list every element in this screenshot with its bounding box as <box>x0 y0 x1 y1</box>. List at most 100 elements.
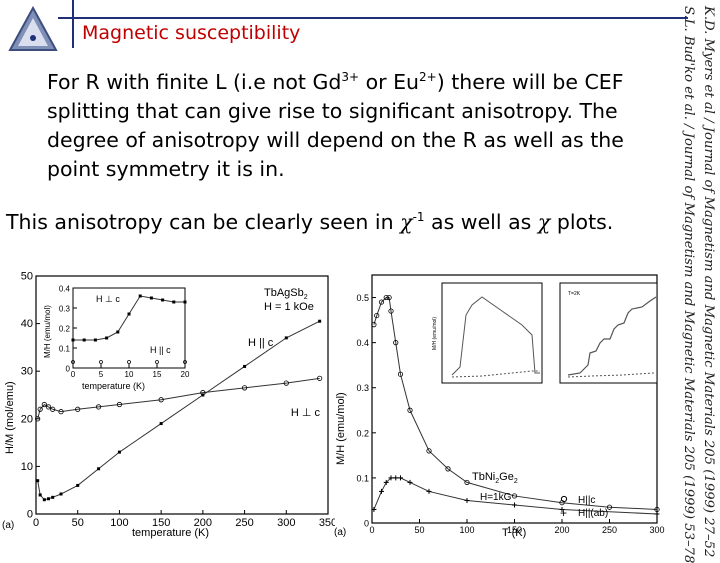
data-point <box>155 360 159 364</box>
data-point <box>82 338 86 342</box>
data-point <box>283 380 289 386</box>
x-tick-label: 100 <box>110 517 128 529</box>
main-plot-frame <box>35 275 329 515</box>
inset-label-perp: H ⊥ c <box>96 294 120 304</box>
left-x-ticks: 0 50 100 150 200 250 300 350 <box>33 510 335 529</box>
x-tick-label: 250 <box>602 525 617 535</box>
university-logo <box>8 6 58 51</box>
x-tick-label: 50 <box>72 517 84 529</box>
data-point <box>654 511 660 517</box>
data-point <box>383 479 389 485</box>
data-point <box>511 493 518 499</box>
data-point <box>371 506 377 512</box>
data-point <box>71 338 75 342</box>
data-point <box>407 407 413 413</box>
panel-label: (a) <box>2 520 14 531</box>
x-tick-label: 200 <box>194 517 212 529</box>
data-point <box>105 336 109 340</box>
data-point <box>95 404 102 410</box>
data-point <box>99 360 103 364</box>
series-line <box>373 297 658 510</box>
data-point <box>426 488 432 494</box>
data-point <box>158 397 164 403</box>
data-point <box>397 371 404 377</box>
panel-label: (a) <box>334 527 346 538</box>
data-point <box>379 488 384 494</box>
inset-m-vs-h: T=2K <box>559 282 658 384</box>
inset-frame <box>72 287 186 369</box>
data-point <box>559 506 565 512</box>
data-point <box>464 497 470 503</box>
data-point <box>393 340 399 346</box>
x-tick-label: 10 <box>125 370 134 379</box>
data-point <box>71 360 75 364</box>
inset-data <box>71 294 187 364</box>
data-point <box>201 393 205 397</box>
series-line <box>373 477 658 515</box>
data-point <box>50 406 56 412</box>
inset-2-frame <box>559 282 658 384</box>
y-tick-label: 0.2 <box>59 325 71 334</box>
data-point <box>75 406 81 412</box>
inset-y-label: M/H (emu/mol) <box>43 305 52 358</box>
right-y-ticks: 0 0.1 0.2 0.3 0.4 0.5 <box>356 293 376 529</box>
field-label: H = 1 kOe <box>264 301 314 313</box>
data-point <box>445 466 451 472</box>
x-tick-label: 250 <box>235 517 253 529</box>
x-tick-label: 350 <box>319 517 335 529</box>
data-point <box>161 298 165 302</box>
y-tick-label: 40 <box>21 318 33 330</box>
data-point <box>37 406 43 412</box>
data-point <box>159 422 163 426</box>
y-tick-label: 0.3 <box>356 383 369 393</box>
x-tick-label: 100 <box>459 525 474 535</box>
y-tick-label: 0.3 <box>59 305 71 314</box>
data-point <box>383 294 389 301</box>
legend-marker-plus: + <box>560 506 567 520</box>
data-point <box>512 502 517 508</box>
label-h-par: H || c <box>248 337 274 349</box>
legend-marker-circle <box>560 495 568 503</box>
inset-2-label: T=2K <box>568 291 581 297</box>
inset-x-ticks: 0 5 10 15 20 <box>71 364 190 379</box>
data-point <box>35 416 41 422</box>
inset-y-ticks: 0 0.1 0.2 0.3 0.4 <box>59 285 77 374</box>
data-point <box>284 336 288 340</box>
data-point <box>426 448 432 454</box>
data-point <box>42 498 46 502</box>
data-point <box>317 375 323 381</box>
x-tick-label: 300 <box>277 517 295 529</box>
y-tick-label: 0.5 <box>356 293 369 303</box>
header-vertical-rule <box>72 0 74 48</box>
x-tick-label: 0 <box>369 525 374 535</box>
label-h-perp: H ⊥ c <box>291 407 321 419</box>
data-point <box>183 300 187 304</box>
data-point <box>116 401 123 408</box>
inset-1-frame <box>441 282 543 384</box>
x-tick-label: 20 <box>181 370 190 379</box>
x-tick-label: 15 <box>153 370 162 379</box>
data-point <box>464 479 470 486</box>
data-point <box>149 296 153 300</box>
data-point <box>93 338 97 342</box>
x-tick-label: 200 <box>554 525 569 535</box>
x-tick-label: 150 <box>507 525 522 535</box>
y-tick-label: 10 <box>21 461 33 473</box>
data-point <box>47 497 51 501</box>
inset-label-par: H || c <box>150 345 171 355</box>
data-point <box>38 493 42 497</box>
data-point <box>374 312 380 319</box>
x-tick-label: 0 <box>33 517 39 529</box>
data-point <box>386 294 392 301</box>
data-point <box>138 294 142 298</box>
data-point <box>243 364 247 368</box>
data-point <box>318 319 322 323</box>
slide-summary-line: This anisotropy can be clearly seen in χ… <box>6 210 614 234</box>
data-point <box>45 404 52 410</box>
inset-1-y-label: M/H (emu/mol) <box>432 317 438 350</box>
data-point <box>183 360 187 364</box>
tbni2ge2-figure: 00.10.20.30.40.5 0 50 100 150 200 250 300 (a) … <box>334 274 665 539</box>
data-point <box>606 504 613 510</box>
data-point <box>51 495 55 499</box>
legend-h-c: H||c <box>578 495 595 506</box>
